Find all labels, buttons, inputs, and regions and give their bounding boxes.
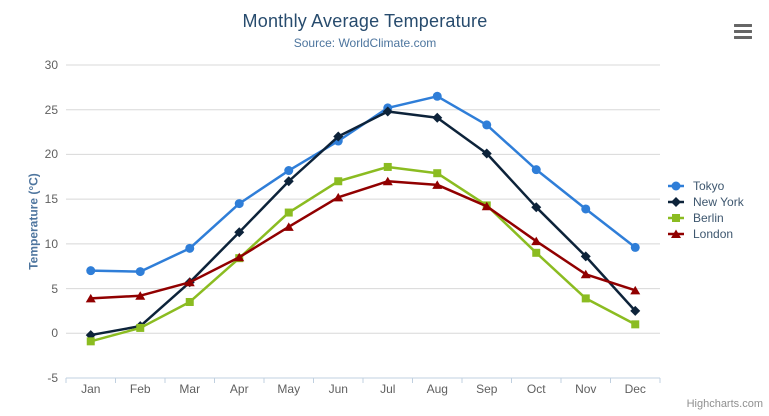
diamond-marker-icon	[668, 197, 684, 207]
triangle-marker[interactable]	[531, 236, 542, 246]
y-axis-label: 30	[44, 58, 58, 72]
x-axis-label: May	[277, 382, 301, 396]
square-marker[interactable]	[581, 294, 590, 303]
chart-title: Monthly Average Temperature	[242, 11, 488, 31]
y-axis-label: -5	[47, 371, 58, 385]
export-menu-button[interactable]	[734, 24, 752, 39]
circle-marker[interactable]	[432, 91, 442, 101]
legend-item-new-york[interactable]: New York	[668, 194, 744, 210]
triangle-marker[interactable]	[184, 277, 195, 287]
triangle-marker[interactable]	[580, 269, 591, 279]
legend-item-tokyo[interactable]: Tokyo	[668, 178, 744, 194]
hamburger-icon	[734, 36, 752, 39]
y-axis-label: 20	[44, 147, 58, 162]
x-axis-label: Apr	[229, 382, 249, 396]
x-axis-label: Sep	[476, 382, 498, 396]
circle-marker[interactable]	[531, 165, 541, 175]
credits-link[interactable]: Highcharts.com	[686, 398, 763, 410]
y-axis-label: 10	[44, 236, 58, 251]
hamburger-icon	[734, 24, 752, 27]
square-marker[interactable]	[185, 297, 194, 306]
series-line-new-york[interactable]	[89, 110, 637, 337]
x-axis-label: Nov	[575, 382, 597, 396]
triangle-marker[interactable]	[234, 252, 245, 262]
diamond-marker[interactable]	[481, 148, 492, 159]
triangle-marker[interactable]	[283, 222, 294, 231]
circle-marker-icon	[668, 181, 684, 191]
triangle-marker[interactable]	[382, 176, 393, 186]
diamond-marker[interactable]	[333, 131, 344, 142]
diamond-marker[interactable]	[580, 251, 591, 262]
square-marker[interactable]	[532, 248, 541, 257]
triangle-marker[interactable]	[85, 293, 96, 303]
square-marker[interactable]	[334, 177, 343, 186]
circle-marker[interactable]	[482, 120, 492, 130]
hamburger-icon	[734, 30, 752, 33]
square-marker[interactable]	[136, 323, 145, 332]
x-axis-label: Aug	[426, 382, 448, 396]
square-marker[interactable]	[631, 320, 640, 329]
x-axis-label: Oct	[526, 382, 546, 396]
x-axis-label: Jan	[81, 382, 101, 396]
y-axis-label: 25	[44, 102, 58, 117]
legend-label: London	[693, 227, 734, 241]
triangle-marker[interactable]	[481, 201, 492, 211]
series-line-tokyo[interactable]	[89, 95, 637, 273]
diamond-marker[interactable]	[234, 227, 245, 238]
square-marker[interactable]	[284, 208, 293, 217]
circle-marker[interactable]	[234, 199, 244, 209]
triangle-marker[interactable]	[630, 285, 641, 295]
x-axis-label: Dec	[624, 382, 646, 396]
diamond-marker[interactable]	[382, 106, 393, 117]
y-axis-label: 5	[51, 281, 58, 296]
triangle-marker[interactable]	[432, 180, 443, 189]
square-marker[interactable]	[383, 162, 392, 171]
circle-marker[interactable]	[185, 243, 195, 253]
legend-label: Tokyo	[693, 179, 725, 193]
y-axis-label: 0	[51, 326, 58, 341]
series-line-london[interactable]	[89, 180, 637, 300]
square-marker[interactable]	[86, 337, 95, 346]
circle-marker[interactable]	[581, 204, 591, 214]
circle-marker[interactable]	[284, 166, 294, 176]
x-axis-label: Jul	[380, 382, 396, 396]
x-axis-label: Jun	[328, 382, 348, 396]
diamond-marker[interactable]	[630, 305, 641, 316]
legend-item-berlin[interactable]: Berlin	[668, 210, 744, 226]
triangle-marker[interactable]	[333, 192, 344, 202]
chart-subtitle: Source: WorldClimate.com	[293, 36, 437, 50]
triangle-marker[interactable]	[135, 291, 146, 300]
y-axis-label: 15	[44, 192, 58, 207]
legend: Tokyo New York Berlin London	[668, 178, 744, 242]
diamond-marker[interactable]	[432, 112, 443, 123]
circle-marker[interactable]	[86, 266, 96, 276]
triangle-marker-icon	[668, 229, 684, 238]
diamond-marker[interactable]	[283, 176, 294, 187]
x-axis-label: Feb	[129, 382, 151, 396]
square-marker-icon	[668, 214, 684, 222]
square-marker[interactable]	[433, 169, 442, 178]
legend-item-london[interactable]: London	[668, 226, 744, 242]
circle-marker[interactable]	[630, 242, 640, 252]
legend-label: Berlin	[693, 211, 724, 225]
diamond-marker[interactable]	[531, 202, 542, 213]
circle-marker[interactable]	[135, 267, 145, 277]
x-axis-label: Mar	[179, 382, 201, 396]
legend-label: New York	[693, 195, 744, 209]
series-line-berlin[interactable]	[89, 165, 637, 343]
